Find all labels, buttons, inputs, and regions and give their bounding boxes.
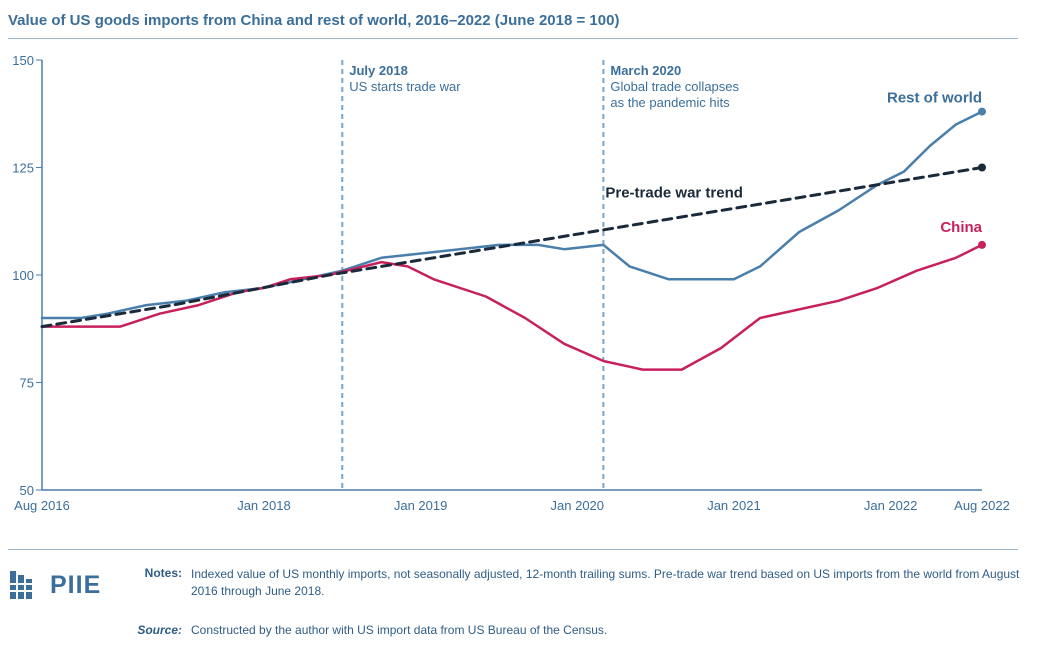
series-line-china <box>40 243 984 371</box>
footer: PIIE Notes: Indexed value of US monthly … <box>0 555 1045 654</box>
annotation-heading: July 2018 <box>349 63 408 78</box>
series-end-marker <box>978 107 986 116</box>
series-label-rest-of-world: Rest of world <box>887 90 982 107</box>
series-line-pre-trade-war-trend <box>40 166 984 329</box>
title-rule <box>8 38 1018 39</box>
y-tick-label: 150 <box>12 53 34 68</box>
x-tick-label: Aug 2022 <box>954 498 1010 513</box>
y-tick-label: 125 <box>12 161 34 176</box>
series-line-rest-of-world <box>40 110 984 320</box>
y-tick-label: 75 <box>20 376 34 391</box>
series-label-pre-trade-war-trend: Pre-trade war trend <box>605 185 743 202</box>
y-tick-label: 50 <box>20 483 34 498</box>
piie-logo-icon <box>10 571 34 599</box>
piie-logo: PIIE <box>8 565 108 605</box>
series-end-marker <box>978 163 986 172</box>
x-tick-label: Aug 2016 <box>14 498 70 513</box>
chart-title: Value of US goods imports from China and… <box>8 12 620 29</box>
series-end-marker <box>978 240 986 249</box>
x-tick-label: Jan 2021 <box>707 498 761 513</box>
annotation-text: US starts trade war <box>349 79 461 94</box>
x-tick-label: Jan 2019 <box>394 498 448 513</box>
x-tick-label: Jan 2018 <box>237 498 291 513</box>
x-tick-label: Jan 2020 <box>551 498 605 513</box>
notes-text: Indexed value of US monthly imports, not… <box>191 567 1020 598</box>
y-tick-label: 100 <box>12 268 34 283</box>
annotation-text: as the pandemic hits <box>610 95 730 110</box>
series-label-china: China <box>940 219 982 236</box>
annotation-heading: March 2020 <box>610 63 681 78</box>
line-chart: 50 75 100 125 150 Aug 2016 Jan 2018 Jan 2019 Jan… <box>12 53 1010 513</box>
annotation-text: Global trade collapses <box>610 79 739 94</box>
source-label: Source: <box>137 623 182 637</box>
source-text: Constructed by the author with US import… <box>191 623 608 637</box>
x-tick-label: Jan 2022 <box>864 498 918 513</box>
piie-logo-text: PIIE <box>50 571 102 599</box>
notes-label: Notes: <box>144 566 182 580</box>
footer-rule <box>8 549 1018 550</box>
